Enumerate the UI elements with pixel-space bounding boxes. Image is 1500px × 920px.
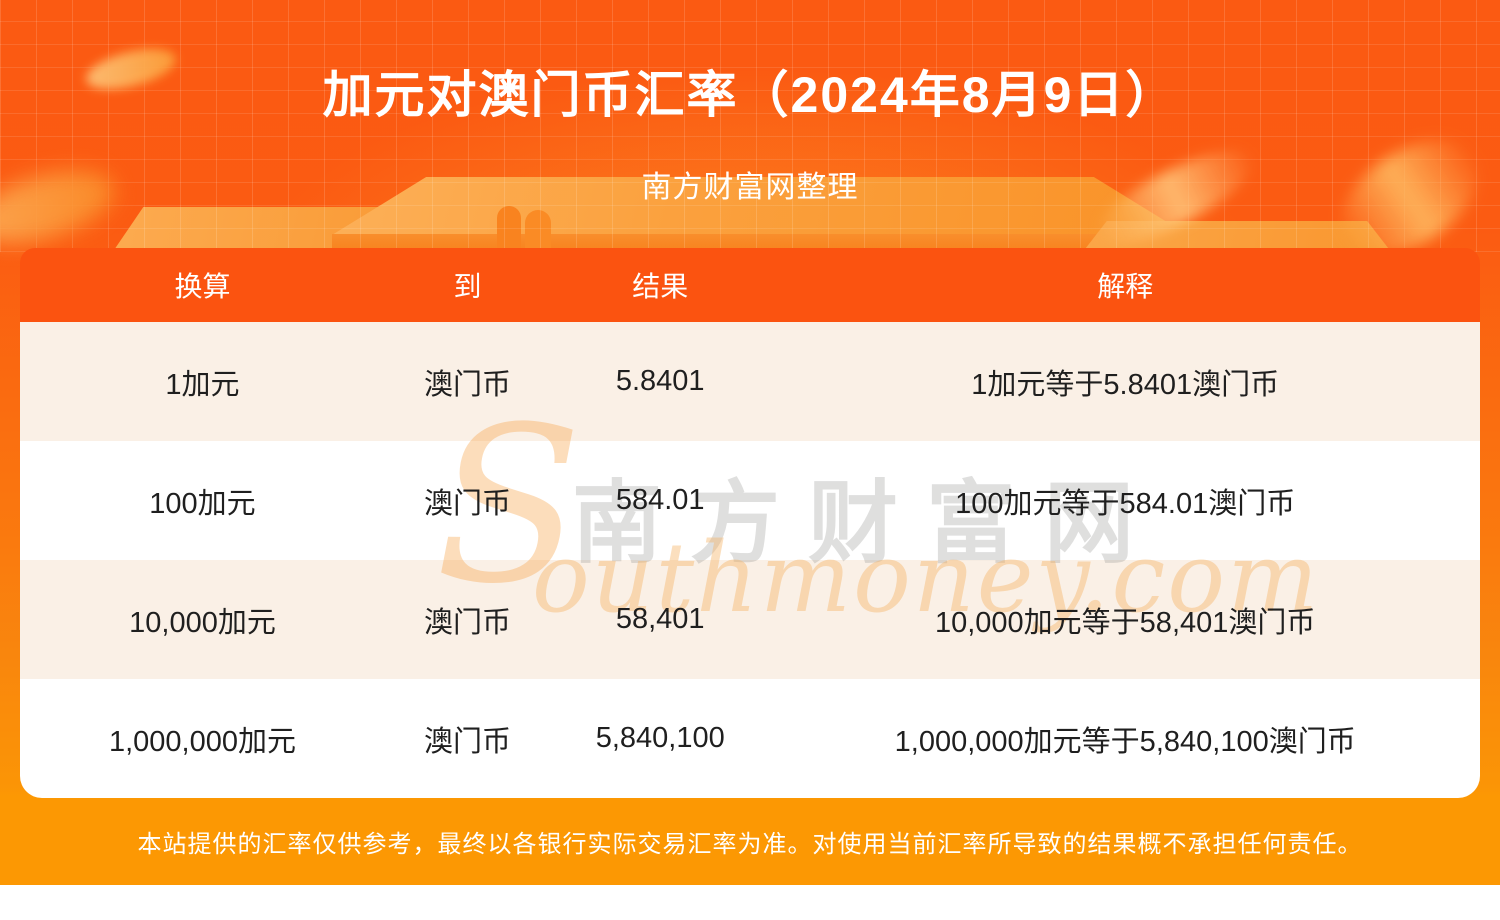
rate-table-card: S 南方财富网 outhmoney.com 换算 到 结果 解释 1加元 澳门币… (20, 248, 1480, 798)
podium-arch-decoration (497, 206, 521, 250)
table-row: 10,000加元 澳门币 58,401 10,000加元等于58,401澳门币 (20, 560, 1480, 679)
cell-result: 584.01 (615, 484, 705, 516)
cell-convert: 10,000加元 (129, 606, 276, 639)
cell-explain: 10,000加元等于58,401澳门币 (934, 606, 1316, 639)
cell-result: 5,840,100 (595, 722, 725, 754)
cell-explain: 1加元等于5.8401澳门币 (971, 368, 1280, 401)
cell-to: 澳门币 (423, 725, 511, 758)
cell-explain: 1,000,000加元等于5,840,100澳门币 (894, 725, 1356, 758)
cell-result: 58,401 (615, 603, 705, 635)
column-header-convert: 换算 (174, 271, 231, 302)
cell-convert: 1,000,000加元 (108, 725, 296, 758)
table-row: 100加元 澳门币 584.01 100加元等于584.01澳门币 (20, 441, 1480, 560)
column-header-to: 到 (453, 271, 482, 302)
disclaimer-text: 本站提供的汇率仅供参考，最终以各银行实际交易汇率为准。对使用当前汇率所导致的结果… (137, 831, 1363, 858)
cell-explain: 100加元等于584.01澳门币 (955, 487, 1296, 520)
page-title: 加元对澳门币汇率（2024年8月9日） (322, 67, 1178, 123)
cell-convert: 1加元 (165, 368, 240, 401)
cell-to: 澳门币 (423, 487, 511, 520)
table-row: 1加元 澳门币 5.8401 1加元等于5.8401澳门币 (20, 322, 1480, 441)
cell-to: 澳门币 (423, 368, 511, 401)
grid-pattern-overlay (0, 0, 1500, 252)
column-header-explain: 解释 (1097, 271, 1154, 302)
cell-convert: 100加元 (149, 487, 256, 520)
podium-platform-top (332, 177, 1188, 235)
disclaimer-band: 本站提供的汇率仅供参考，最终以各银行实际交易汇率为准。对使用当前汇率所导致的结果… (0, 798, 1500, 885)
table-header-row: 换算 到 结果 解释 (20, 248, 1480, 322)
cell-to: 澳门币 (423, 606, 511, 639)
column-header-result: 结果 (632, 271, 689, 302)
podium-arch-decoration (525, 210, 551, 250)
table-row: 1,000,000加元 澳门币 5,840,100 1,000,000加元等于5… (20, 679, 1480, 798)
cell-result: 5.8401 (615, 365, 705, 397)
page-subtitle: 南方财富网整理 (641, 171, 859, 204)
table-row-stripes (20, 248, 1480, 798)
